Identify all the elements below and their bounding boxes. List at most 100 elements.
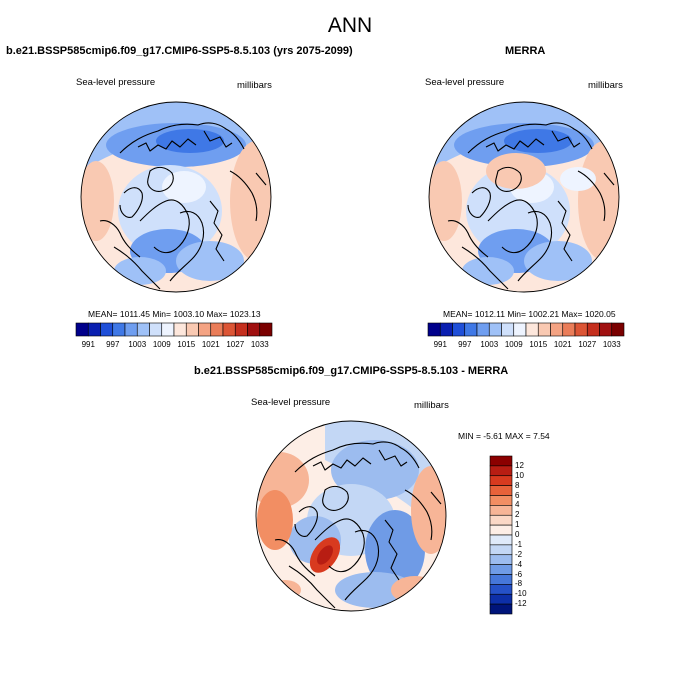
model-map: [80, 101, 272, 293]
model-colorbar-box: [185, 322, 199, 337]
obs-stats: MEAN= 1012.11 Min= 1002.21 Max= 1020.05: [443, 309, 616, 319]
diff-field-region: [269, 580, 301, 600]
obs-coastline: [485, 138, 545, 152]
diff-coastline: [344, 529, 380, 601]
model-coastline: [119, 122, 245, 154]
diff-coastline: [274, 539, 316, 577]
model-colorbar-box: [149, 322, 163, 337]
diff-colorbar-box: [489, 593, 513, 605]
diff-colorbar-tick-label: -10: [515, 589, 527, 599]
diff-colorbar: [489, 455, 513, 615]
obs-colorbar-box: [574, 322, 588, 337]
model-coastline: [209, 200, 225, 262]
obs-colorbar-box: [452, 322, 466, 337]
diff-colorbar-tick-label: -8: [515, 579, 523, 589]
diff-colorbar-tick-label: 1: [515, 520, 520, 530]
figure-title: ANN: [327, 14, 373, 37]
model-colorbar-box: [124, 322, 138, 337]
diff-coastline: [404, 489, 433, 541]
model-colorbar-tick-label: 1021: [201, 340, 220, 349]
obs-coastline: [495, 166, 522, 192]
diff-field-region: [391, 576, 439, 604]
diff-colorbar-tick-label: -2: [515, 549, 523, 559]
diff-field-region: [317, 545, 333, 565]
obs-units-label: millibars: [588, 80, 623, 91]
model-colorbar-tick-label: 997: [106, 340, 120, 349]
model-field: [81, 102, 271, 292]
obs-colorbar-box: [476, 322, 490, 337]
diff-field-region: [365, 510, 425, 590]
diff-coastline: [430, 491, 442, 505]
diff-colorbar-box: [489, 534, 513, 546]
obs-colorbar-tick-label: 991: [433, 340, 447, 349]
obs-coastline: [461, 246, 509, 290]
model-stats: MEAN= 1011.45 Min= 1003.10 Max= 1023.13: [88, 309, 261, 319]
diff-boundary: [255, 420, 447, 612]
model-coastline: [119, 187, 143, 218]
diff-colorbar-box: [489, 584, 513, 595]
diff-map: [255, 420, 447, 612]
obs-colorbar-tick-label: 1015: [529, 340, 548, 349]
model-colorbar-box: [173, 322, 187, 337]
diff-colorbar-box: [489, 465, 513, 477]
model-coastline: [139, 199, 190, 254]
diff-coastline: [294, 441, 420, 473]
obs-coastlines: [447, 122, 615, 290]
obs-field-region: [429, 161, 462, 241]
obs-field-region: [486, 153, 546, 189]
model-colorbar-tick-label: 1033: [250, 340, 269, 349]
obs-field-region: [578, 141, 619, 261]
obs-colorbar-box: [599, 322, 613, 337]
obs-coastline: [603, 172, 615, 186]
obs-colorbar-box: [439, 322, 453, 337]
obs-colorbar-box: [562, 322, 576, 337]
model-colorbar-box: [136, 322, 150, 337]
diff-coastline: [322, 485, 349, 511]
model-colorbar-tick-label: 1015: [177, 340, 196, 349]
obs-colorbar: [427, 322, 625, 337]
model-colorbar-box: [259, 322, 273, 337]
model-colorbar-box: [247, 322, 261, 337]
diff-colorbar-tick-label: 2: [515, 510, 520, 520]
model-colorbar-box: [161, 322, 175, 337]
model-coastlines: [99, 122, 267, 290]
diff-coastline: [294, 506, 318, 537]
diff-coastline: [384, 519, 400, 581]
diff-colorbar-tick-label: 0: [515, 530, 520, 539]
model-colorbar-box: [100, 322, 114, 337]
obs-field-region: [524, 241, 592, 281]
diff-field-region: [411, 466, 446, 554]
diff-colorbar-tick-label: 4: [515, 500, 520, 510]
obs-panel-title: MERRA: [505, 45, 546, 57]
model-coastline: [203, 130, 233, 148]
model-colorbar-box: [222, 322, 236, 337]
model-colorbar-box: [198, 322, 212, 337]
diff-colorbar-box: [489, 574, 513, 585]
model-coastline: [137, 138, 197, 152]
obs-colorbar-box: [537, 322, 551, 337]
obs-colorbar-box: [525, 322, 539, 337]
diff-field-region: [257, 490, 293, 550]
model-colorbar-box: [234, 322, 248, 337]
diff-colorbar-box: [489, 524, 513, 536]
diff-colorbar-box: [489, 564, 513, 575]
diff-colorbar-tick-label: 12: [515, 460, 524, 470]
model-field-region: [176, 241, 244, 281]
obs-coastline: [467, 187, 491, 218]
obs-colorbar-tick-label: 1021: [553, 340, 572, 349]
obs-coastline: [467, 122, 593, 154]
model-colorbar-tick-label: 991: [81, 340, 95, 349]
model-field-region: [114, 257, 166, 285]
diff-colorbar-tick-label: -4: [515, 559, 523, 569]
model-field-region: [230, 141, 271, 261]
diff-panel-title: b.e21.BSSP585cmip6.f09_g17.CMIP6-SSP5-8.…: [194, 365, 509, 377]
diff-colorbar-box: [489, 505, 513, 516]
model-coastline: [169, 210, 205, 282]
model-colorbar-box: [210, 322, 224, 337]
obs-map: [428, 101, 620, 293]
diff-colorbar-tick-label: 6: [515, 490, 520, 500]
obs-coastline: [557, 200, 573, 262]
model-colorbar-tick-label: 1027: [226, 340, 245, 349]
diff-coastline: [314, 518, 365, 573]
obs-coastline: [487, 199, 538, 254]
